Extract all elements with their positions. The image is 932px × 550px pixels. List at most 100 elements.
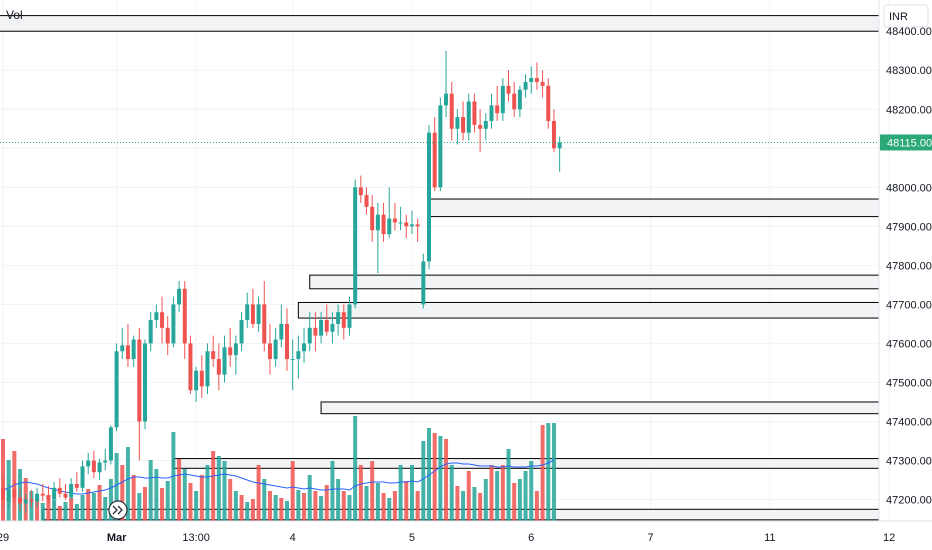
time-axis[interactable]: 29 Mar 13:00 4 5 6 7 11 12	[0, 532, 895, 544]
candle-body	[495, 105, 500, 114]
volume-bar	[182, 469, 187, 521]
volume-bar	[177, 459, 182, 521]
candlesticks	[1, 50, 562, 514]
volume-moving-average-line	[2, 459, 555, 495]
candle-body	[6, 489, 11, 502]
price-axis[interactable]: 48400.00 48300.00 48200.00 48000.00 47900.00…	[886, 26, 932, 506]
volume-bar	[517, 479, 522, 521]
volume-bar	[97, 485, 102, 521]
volume-bar	[222, 461, 227, 521]
zone-box	[297, 301, 880, 319]
candle-body	[165, 327, 170, 344]
candle-body	[267, 343, 272, 360]
volume-bar	[330, 461, 335, 521]
time-tick-label: 11	[764, 532, 775, 544]
last-price-tag: 48115.00	[880, 134, 932, 151]
candle-body	[46, 495, 51, 500]
volume-bar	[455, 486, 460, 521]
candle-body	[63, 493, 68, 498]
candle-body	[199, 370, 204, 387]
candle-body	[29, 499, 34, 502]
candle-body	[108, 427, 113, 461]
volume-bar	[529, 461, 534, 521]
candle-body	[319, 320, 324, 336]
volume-bar	[415, 491, 420, 521]
volume-bar	[444, 439, 449, 521]
volume-bar	[63, 502, 68, 521]
candle-body	[534, 78, 539, 82]
volume-bar	[421, 441, 426, 521]
volume-bar	[302, 493, 307, 521]
time-tick-label: 13:00	[182, 532, 210, 544]
volume-bar	[273, 495, 278, 521]
candle-body	[23, 499, 28, 504]
volume-bar	[409, 465, 414, 521]
candle-body	[97, 462, 102, 473]
candle-body	[137, 339, 142, 422]
volume-bar	[489, 465, 494, 521]
zone-box	[0, 15, 880, 32]
candle-body	[103, 460, 108, 463]
price-tick-label: 47700.00	[886, 299, 932, 311]
volume-bar	[341, 491, 346, 521]
volume-bar	[279, 498, 284, 521]
candle-body	[517, 89, 522, 110]
candle-body	[256, 304, 261, 324]
volume-bar	[46, 495, 51, 521]
candle-body	[398, 222, 403, 224]
candle-body	[171, 304, 176, 344]
volume-bar	[534, 491, 539, 521]
volume-bar	[353, 416, 358, 521]
volume-bar	[364, 486, 369, 521]
candle-body	[273, 339, 278, 360]
price-tick-label: 48400.00	[886, 26, 932, 38]
price-tick-label: 47500.00	[886, 377, 932, 389]
candle-body	[387, 218, 392, 235]
volume-bar	[250, 499, 255, 521]
candle-body	[512, 93, 517, 110]
volume-bar	[52, 500, 57, 521]
volume-bar	[392, 491, 397, 521]
volume-bar	[245, 502, 250, 521]
scroll-to-realtime-button[interactable]	[108, 500, 128, 520]
candle-body	[69, 483, 74, 498]
candle-body	[529, 78, 534, 82]
volume-bar	[74, 504, 79, 521]
volume-bar	[290, 461, 295, 521]
volume-bar	[381, 493, 386, 521]
volume-bar	[347, 495, 352, 521]
volume-bar	[143, 487, 147, 521]
candle-body	[415, 224, 420, 227]
volume-bar	[506, 449, 511, 521]
candle-body	[290, 359, 295, 361]
volume-bar	[512, 483, 517, 521]
time-tick-label: 5	[409, 532, 415, 544]
volume-bar	[205, 465, 210, 521]
candle-body	[177, 288, 182, 305]
price-tick-label: 47200.00	[886, 495, 932, 507]
candle-body	[86, 460, 91, 467]
volume-bar	[432, 433, 437, 521]
candle-body	[347, 304, 352, 328]
candle-body	[381, 214, 386, 235]
volume-bar	[91, 493, 96, 521]
currency-label: INR	[889, 11, 908, 23]
candle-body	[296, 351, 301, 360]
candle-body	[35, 493, 40, 502]
candle-body	[245, 304, 250, 321]
candle-body	[330, 323, 335, 332]
volume-bar	[194, 491, 199, 521]
zone-box	[320, 401, 880, 415]
volume-bar	[57, 506, 62, 521]
volume-bar	[165, 481, 170, 521]
time-tick-label: 6	[528, 532, 534, 544]
currency-button[interactable]: INR	[883, 4, 929, 28]
volume-bar	[188, 483, 193, 521]
zone-box	[309, 274, 880, 290]
volume-bar	[80, 495, 85, 521]
price-tick-label: 47300.00	[886, 456, 932, 468]
volume-bar	[404, 481, 409, 521]
volume-bar	[500, 465, 505, 521]
volume-bar	[285, 501, 289, 521]
